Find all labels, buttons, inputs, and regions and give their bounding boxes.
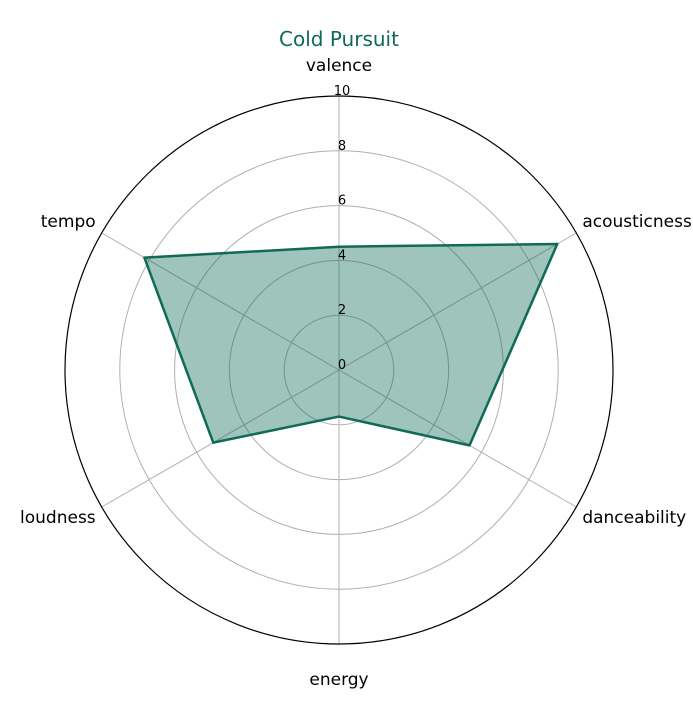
category-label-acousticness: acousticness bbox=[582, 212, 692, 232]
category-label-valence: valence bbox=[306, 56, 372, 76]
data-point-energy bbox=[337, 415, 341, 418]
data-point-acousticness bbox=[556, 242, 559, 246]
data-point-tempo bbox=[143, 256, 146, 259]
spoke-loudness bbox=[101, 369, 340, 508]
radar-series bbox=[143, 242, 559, 447]
category-label-energy: energy bbox=[309, 670, 368, 690]
spoke-acousticness bbox=[338, 232, 577, 371]
spoke-danceability bbox=[338, 369, 577, 508]
series-area-0 bbox=[144, 243, 558, 446]
r-tick-label-2: 2 bbox=[338, 303, 346, 318]
category-label-loudness: loudness bbox=[20, 508, 96, 528]
r-tick-label-10: 10 bbox=[334, 84, 351, 99]
chart-title: Cold Pursuit bbox=[279, 27, 399, 51]
data-point-valence bbox=[337, 245, 341, 248]
r-tick-label-8: 8 bbox=[338, 139, 346, 154]
r-tick-label-4: 4 bbox=[338, 248, 346, 263]
spoke-tempo bbox=[101, 232, 340, 371]
radar-grid bbox=[64, 95, 614, 645]
data-point-loudness bbox=[212, 441, 215, 444]
category-label-danceability: danceability bbox=[582, 508, 686, 528]
outer-frame bbox=[64, 95, 614, 645]
data-point-danceability bbox=[468, 444, 471, 447]
radar-labels: 0 2 4 6 8 10 valence acousticness danceability en… bbox=[20, 56, 692, 690]
category-label-tempo: tempo bbox=[41, 212, 96, 232]
r-tick-label-0: 0 bbox=[338, 358, 346, 373]
r-tick-label-6: 6 bbox=[338, 194, 346, 209]
